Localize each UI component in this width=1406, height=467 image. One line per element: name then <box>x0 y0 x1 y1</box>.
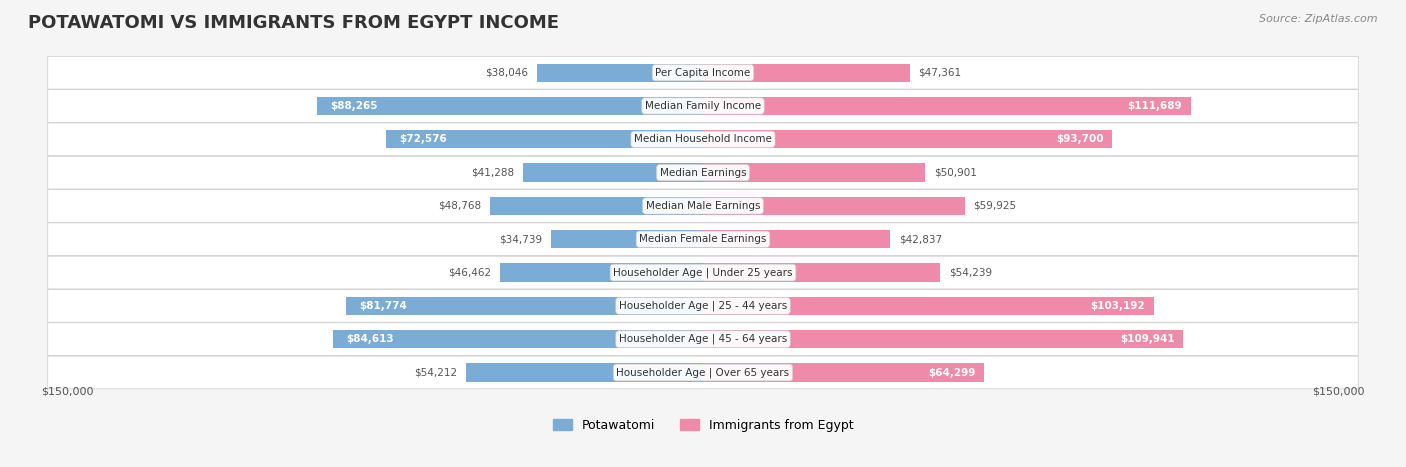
Text: Median Household Income: Median Household Income <box>634 134 772 144</box>
Bar <box>703 263 941 282</box>
Bar <box>703 297 1154 315</box>
Text: Householder Age | Over 65 years: Householder Age | Over 65 years <box>616 367 790 378</box>
Text: POTAWATOMI VS IMMIGRANTS FROM EGYPT INCOME: POTAWATOMI VS IMMIGRANTS FROM EGYPT INCO… <box>28 14 560 32</box>
Text: Householder Age | 25 - 44 years: Householder Age | 25 - 44 years <box>619 301 787 311</box>
Bar <box>703 97 1191 115</box>
Bar <box>346 297 703 315</box>
Bar <box>551 230 703 248</box>
Text: $59,925: $59,925 <box>973 201 1017 211</box>
Text: Median Family Income: Median Family Income <box>645 101 761 111</box>
Text: Median Male Earnings: Median Male Earnings <box>645 201 761 211</box>
Bar <box>703 230 890 248</box>
Bar <box>387 130 703 149</box>
FancyBboxPatch shape <box>48 323 1358 355</box>
Text: Householder Age | 45 - 64 years: Householder Age | 45 - 64 years <box>619 334 787 345</box>
Text: $150,000: $150,000 <box>1312 387 1365 396</box>
FancyBboxPatch shape <box>48 90 1358 122</box>
Text: $47,361: $47,361 <box>918 68 962 78</box>
Text: $84,613: $84,613 <box>346 334 394 344</box>
Text: Per Capita Income: Per Capita Income <box>655 68 751 78</box>
Bar <box>703 163 925 182</box>
Bar <box>537 64 703 82</box>
Text: $42,837: $42,837 <box>898 234 942 244</box>
Bar <box>703 130 1112 149</box>
Bar <box>467 363 703 382</box>
Text: $64,299: $64,299 <box>928 368 976 377</box>
Legend: Potawatomi, Immigrants from Egypt: Potawatomi, Immigrants from Egypt <box>548 414 858 437</box>
Text: $34,739: $34,739 <box>499 234 543 244</box>
Bar <box>703 64 910 82</box>
Bar <box>489 197 703 215</box>
Text: $54,212: $54,212 <box>415 368 457 377</box>
Text: Median Female Earnings: Median Female Earnings <box>640 234 766 244</box>
Text: $50,901: $50,901 <box>934 168 977 177</box>
Text: $103,192: $103,192 <box>1091 301 1144 311</box>
Text: Source: ZipAtlas.com: Source: ZipAtlas.com <box>1260 14 1378 24</box>
Text: $81,774: $81,774 <box>359 301 406 311</box>
FancyBboxPatch shape <box>48 256 1358 289</box>
Text: $72,576: $72,576 <box>399 134 447 144</box>
Text: $111,689: $111,689 <box>1128 101 1182 111</box>
Text: $38,046: $38,046 <box>485 68 529 78</box>
FancyBboxPatch shape <box>48 290 1358 322</box>
Text: $54,239: $54,239 <box>949 268 991 277</box>
Bar <box>333 330 703 348</box>
Text: $46,462: $46,462 <box>449 268 491 277</box>
Text: Median Earnings: Median Earnings <box>659 168 747 177</box>
Text: $41,288: $41,288 <box>471 168 515 177</box>
FancyBboxPatch shape <box>48 356 1358 389</box>
FancyBboxPatch shape <box>48 123 1358 156</box>
Bar <box>501 263 703 282</box>
Bar <box>703 197 965 215</box>
Text: Householder Age | Under 25 years: Householder Age | Under 25 years <box>613 267 793 278</box>
Text: $93,700: $93,700 <box>1056 134 1104 144</box>
Text: $48,768: $48,768 <box>439 201 481 211</box>
Text: $150,000: $150,000 <box>41 387 94 396</box>
FancyBboxPatch shape <box>48 57 1358 89</box>
Bar <box>703 363 984 382</box>
FancyBboxPatch shape <box>48 190 1358 222</box>
FancyBboxPatch shape <box>48 156 1358 189</box>
Bar <box>318 97 703 115</box>
FancyBboxPatch shape <box>48 223 1358 255</box>
Text: $88,265: $88,265 <box>330 101 378 111</box>
Bar <box>703 330 1184 348</box>
Bar <box>523 163 703 182</box>
Text: $109,941: $109,941 <box>1121 334 1174 344</box>
